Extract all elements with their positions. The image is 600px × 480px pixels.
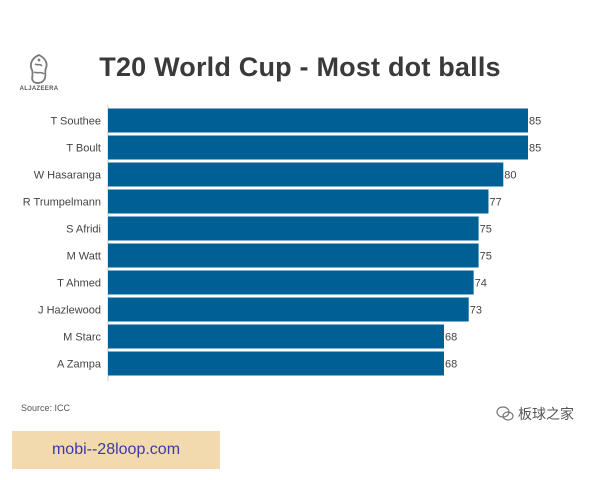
bar — [108, 270, 474, 295]
category-label: J Hazlewood — [38, 305, 101, 317]
chart-title: T20 World Cup - Most dot balls — [99, 52, 501, 82]
bar — [108, 135, 528, 160]
value-label: 77 — [489, 197, 501, 209]
category-label: S Afridi — [66, 224, 101, 236]
category-label: M Watt — [67, 251, 101, 263]
category-label: A Zampa — [57, 359, 102, 371]
aljazeera-emblem-icon — [29, 54, 48, 84]
wechat-watermark: 板球之家 — [496, 404, 574, 424]
bar — [108, 189, 489, 214]
category-label: R Trumpelmann — [23, 197, 101, 209]
banner-text: mobi--28loop.com — [51, 441, 181, 458]
bar — [108, 243, 479, 268]
bar — [108, 108, 528, 133]
category-label: T Boult — [66, 143, 101, 155]
bar — [108, 324, 444, 349]
value-label: 85 — [529, 116, 541, 128]
value-label: 80 — [504, 170, 516, 182]
category-label: T Ahmed — [57, 278, 101, 290]
wechat-name: 板球之家 — [518, 406, 574, 422]
value-label: 85 — [529, 143, 541, 155]
bar — [108, 216, 479, 241]
value-label: 68 — [445, 359, 457, 371]
logo-wordmark: ALJAZEERA — [19, 86, 59, 92]
value-label: 75 — [480, 251, 492, 263]
wechat-icon — [496, 406, 514, 421]
value-label: 75 — [480, 224, 492, 236]
value-label: 73 — [470, 305, 482, 317]
value-label: 74 — [475, 278, 487, 290]
bar — [108, 297, 469, 322]
bar — [108, 351, 444, 376]
bar-chart: T Southee 85 T Boult 85 W Hasaranga 80 R Trump… — [23, 105, 541, 381]
category-label: T Southee — [50, 116, 101, 128]
source-note: Source: ICC — [21, 403, 71, 413]
bar — [108, 162, 504, 187]
value-label: 68 — [445, 332, 457, 344]
category-label: M Starc — [63, 332, 101, 344]
promo-banner[interactable]: mobi--28loop.com — [12, 431, 220, 469]
category-label: W Hasaranga — [34, 170, 102, 182]
aljazeera-logo: ALJAZEERA — [18, 52, 60, 96]
